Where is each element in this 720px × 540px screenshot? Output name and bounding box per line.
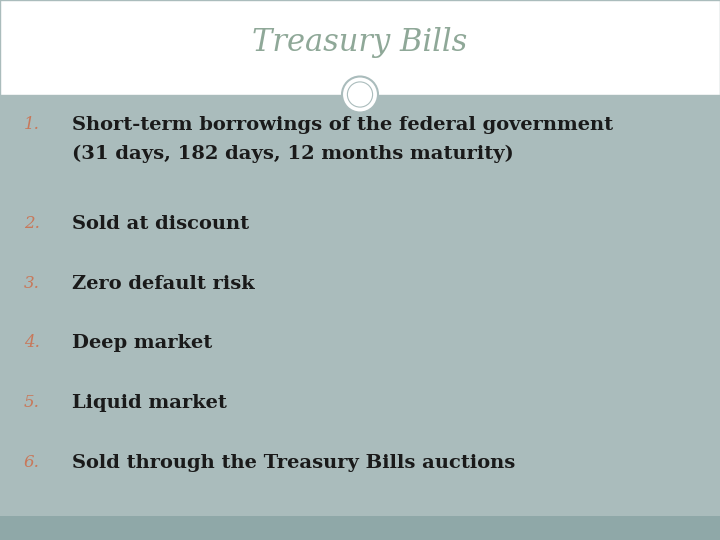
Text: Treasury Bills: Treasury Bills [253,27,467,58]
Text: Sold through the Treasury Bills auctions: Sold through the Treasury Bills auctions [72,454,516,472]
Text: (31 days, 182 days, 12 months maturity): (31 days, 182 days, 12 months maturity) [72,145,514,163]
Text: 4.: 4. [24,334,40,352]
Text: 6.: 6. [24,454,40,471]
Text: 5.: 5. [24,394,40,411]
Ellipse shape [342,77,378,112]
Text: Short-term borrowings of the federal government: Short-term borrowings of the federal gov… [72,116,613,134]
Bar [0,516,720,540]
Text: Sold at discount: Sold at discount [72,215,249,233]
Text: Deep market: Deep market [72,334,212,353]
Text: Zero default risk: Zero default risk [72,275,255,293]
Text: Liquid market: Liquid market [72,394,227,412]
Text: 1.: 1. [24,116,40,133]
Text: 3.: 3. [24,275,40,292]
Text: 2.: 2. [24,215,40,232]
Bar [0,0,720,94]
